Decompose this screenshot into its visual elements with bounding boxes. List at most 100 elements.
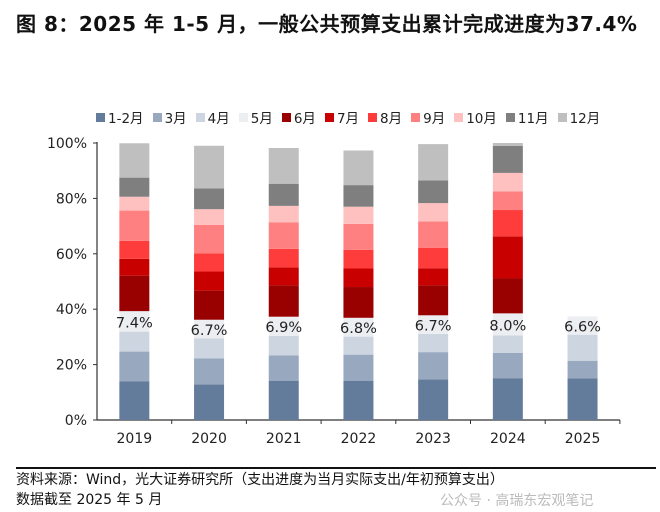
- bar-segment: [492, 352, 523, 379]
- bar-segment: [343, 150, 374, 186]
- bar-segment: [194, 319, 225, 339]
- data-label: 6.6%: [564, 320, 601, 336]
- legend-label: 12月: [569, 111, 601, 127]
- bar-segment: [343, 249, 374, 269]
- data-cutoff-note: 数据截至 2025 年 5 月: [16, 492, 163, 508]
- y-tick-label: 60%: [56, 247, 87, 263]
- bar-segment: [119, 351, 150, 382]
- bar-segment: [268, 147, 299, 184]
- y-tick-label: 0%: [65, 413, 87, 429]
- data-label: 6.9%: [265, 320, 302, 336]
- bar-segment: [492, 378, 523, 420]
- bar-segment: [567, 316, 598, 335]
- legend-label: 1-2月: [108, 111, 144, 127]
- chart-area: 0% 20% 40% 60% 80% 100% 2019 7.4% 2020 6.7% 2021 6.…: [47, 136, 621, 447]
- bar-segment: [268, 316, 299, 336]
- legend-item: 6月: [281, 107, 316, 127]
- bar-segment: [119, 258, 150, 276]
- legend-item: 10月: [454, 107, 497, 127]
- legend-swatch: [454, 112, 464, 122]
- x-tick-label: 2023: [415, 431, 451, 447]
- y-tick-label: 20%: [56, 358, 87, 374]
- divider: [16, 467, 656, 469]
- bar-segment: [492, 145, 523, 173]
- bar-segment: [418, 352, 449, 380]
- bar-segment: [268, 285, 299, 317]
- bar-segment: [492, 191, 523, 211]
- legend-swatch: [557, 112, 567, 122]
- legend-label: 9月: [423, 111, 446, 127]
- bar-segment: [418, 203, 449, 222]
- bar-segment: [119, 381, 150, 420]
- legend-label: 4月: [207, 111, 230, 127]
- bar-segment: [492, 313, 523, 336]
- chart-title: 图 8：2025 年 1-5 月，一般公共预算支出累计完成进度为37.4%: [16, 12, 638, 36]
- bar-segment: [418, 180, 449, 204]
- bar-segment: [492, 236, 523, 279]
- bar-segment: [194, 209, 225, 225]
- bar-segment: [343, 223, 374, 250]
- bar-segment: [343, 185, 374, 207]
- data-label: 6.8%: [340, 321, 377, 337]
- legend-swatch: [368, 112, 378, 122]
- bar-segment: [567, 360, 598, 379]
- legend: 1-2月 3月 4月 5月 6月 7月 8月 9月 10月 11月 12月: [96, 107, 600, 127]
- bar-segment: [119, 275, 150, 312]
- bar-segment: [194, 358, 225, 385]
- bar-segment: [268, 355, 299, 381]
- y-tick-label: 40%: [56, 302, 87, 318]
- bar-segment: [343, 287, 374, 318]
- bar-segment: [194, 338, 225, 359]
- bar-segment: [268, 205, 299, 223]
- bar-segment: [492, 335, 523, 353]
- legend-item: 8月: [368, 107, 402, 127]
- bar-segment: [343, 317, 374, 337]
- legend-item: 11月: [505, 107, 549, 127]
- bar-segment: [268, 380, 299, 420]
- bar-segment: [343, 268, 374, 288]
- legend-item: 9月: [411, 107, 445, 127]
- legend-label: 6月: [293, 111, 316, 127]
- legend-label: 11月: [517, 111, 549, 127]
- x-tick-label: 2019: [117, 431, 153, 447]
- bar-segment: [268, 267, 299, 286]
- legend-item: 1-2月: [96, 107, 144, 127]
- bar-segment: [119, 210, 150, 241]
- bar-segment: [418, 379, 449, 420]
- bar-segment: [343, 354, 374, 381]
- bar-segment: [194, 384, 225, 420]
- x-tick-label: 2021: [266, 431, 302, 447]
- legend-label: 8月: [380, 111, 403, 127]
- watermark: 公众号 · 高瑞东宏观笔记: [440, 493, 594, 509]
- bar-segment: [268, 222, 299, 249]
- legend-item: 3月: [152, 107, 187, 127]
- x-tick-label: 2024: [490, 431, 526, 447]
- bar-segment: [567, 378, 598, 420]
- x-tick-label: 2020: [191, 431, 227, 447]
- bar-segment: [268, 335, 299, 356]
- bar-segment: [119, 311, 150, 332]
- bar-segment: [418, 333, 449, 353]
- bar-segment: [492, 278, 523, 314]
- bar-segment: [418, 315, 449, 334]
- y-tick-label: 80%: [56, 191, 87, 207]
- x-tick-label: 2022: [341, 431, 377, 447]
- data-label: 6.7%: [415, 319, 452, 335]
- bar-segment: [418, 247, 449, 269]
- bar-segment: [194, 271, 225, 291]
- bar-segment: [343, 336, 374, 355]
- bar-segment: [418, 144, 449, 181]
- legend-swatch: [195, 112, 205, 122]
- legend-item: 12月: [557, 107, 601, 127]
- legend-label: 5月: [250, 111, 273, 127]
- bar-segment: [492, 210, 523, 237]
- data-label: 8.0%: [489, 318, 526, 334]
- bar-segment: [119, 196, 150, 211]
- bar-segment: [194, 224, 225, 254]
- legend-item: 4月: [195, 107, 230, 127]
- bar-segment: [343, 206, 374, 224]
- legend-swatch: [152, 112, 162, 122]
- bar-segment: [492, 172, 523, 192]
- bar-segment: [119, 331, 150, 352]
